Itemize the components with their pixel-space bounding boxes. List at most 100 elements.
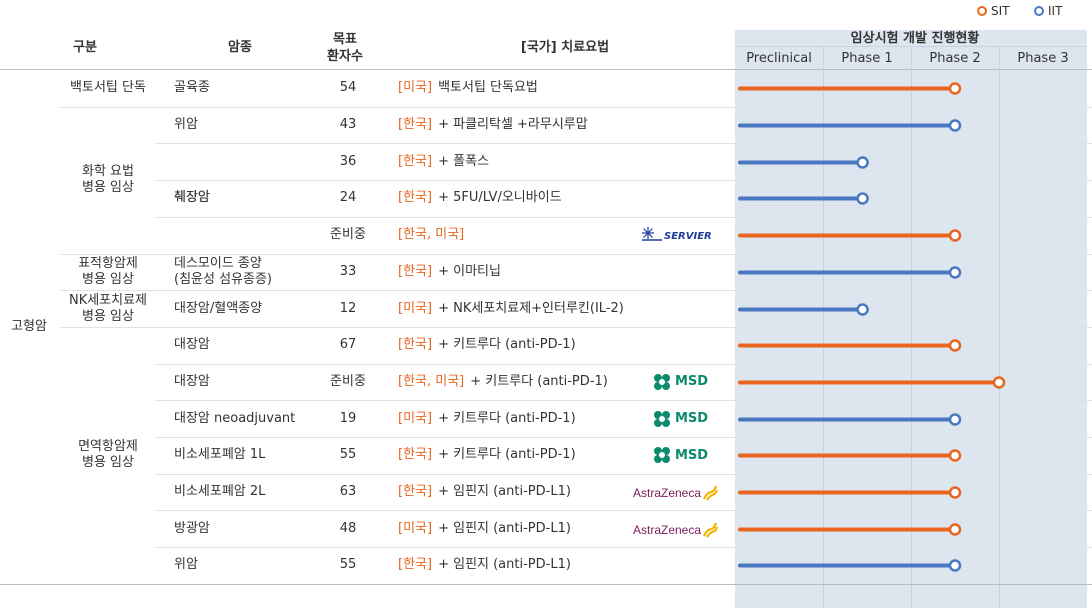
legend-sit: SIT (977, 4, 1010, 18)
group-level2-label: 병용 임상 (82, 308, 134, 324)
therapy-label: + 5FU/LV/오니바이드 (438, 190, 562, 206)
group-level2-label: 병용 임상 (82, 180, 134, 196)
therapy-label: + 폴폭스 (438, 153, 489, 169)
msd-logo-text: MSD (675, 411, 709, 427)
legend-iit-label: IIT (1048, 4, 1063, 18)
patient-count: 67 (339, 337, 357, 353)
row-divider (155, 474, 1092, 475)
row-divider (155, 437, 1092, 438)
progress-marker-4 (856, 192, 869, 205)
header-cancer: 암종 (228, 40, 252, 55)
header-target-line2: 환자수 (327, 49, 363, 64)
row-divider (155, 217, 1092, 218)
progress-marker-7 (856, 303, 869, 316)
group-level1-label: 고형암 (11, 318, 47, 334)
progress-marker-11 (948, 449, 962, 462)
therapy-cell: [한국] + 키트루다 (anti-PD-1) (398, 447, 576, 462)
therapy-cell: [한국] + 키트루다 (anti-PD-1) (398, 337, 576, 352)
progress-marker-3 (856, 156, 869, 169)
patient-count: 36 (339, 153, 357, 169)
group-level2-label: 화학 요법 (82, 164, 134, 180)
row-divider (155, 400, 1092, 401)
country-label: [한국] (398, 190, 433, 206)
therapy-cell: [한국] + 임핀지 (anti-PD-L1) (398, 484, 571, 499)
therapy-cell: [미국] 백토서팁 단독요법 (398, 80, 538, 95)
msd-logo-icon (654, 410, 670, 427)
group-level2-label: 표적항암제 (78, 255, 138, 271)
iit-legend-icon (1034, 6, 1044, 16)
patient-count: 19 (339, 410, 357, 426)
patient-count: 12 (339, 300, 357, 316)
cancer-label: 위암 (174, 117, 198, 133)
cancer-label: 대장암 neoadjuvant (174, 410, 296, 426)
therapy-label: + 키트루다 (anti-PD-1) (438, 410, 576, 426)
country-label: [한국, 미국] (398, 373, 465, 389)
patient-count: 24 (339, 190, 357, 206)
cancer-label: 췌장암 (174, 190, 210, 206)
legend-iit: IIT (1034, 4, 1062, 18)
cancer-label: 위암 (174, 557, 198, 573)
header-divider (0, 69, 1092, 70)
therapy-label: + 임핀지 (anti-PD-L1) (438, 484, 571, 500)
progress-marker-10 (948, 413, 962, 426)
msd-logo: MSD (652, 410, 708, 428)
group-level2-label: 백토서팁 단독 (70, 80, 146, 96)
therapy-cell: [미국] + 임핀지 (anti-PD-L1) (398, 521, 571, 536)
cancer-label: (침윤성 섬유종증) (174, 271, 272, 287)
astrazeneca-logo-text: AstraZeneca (633, 522, 702, 537)
progress-marker-14 (948, 559, 962, 572)
therapy-label: + 키트루다 (anti-PD-1) (438, 447, 576, 463)
header-therapy: [국가] 치료요법 (520, 40, 610, 55)
phase-header-1: Preclinical (746, 51, 812, 66)
legend-sit-label: SIT (991, 4, 1010, 18)
group-divider (60, 254, 155, 255)
patient-count: 43 (339, 117, 357, 133)
progress-marker-1 (948, 82, 962, 95)
patient-count: 준비중 (330, 227, 366, 243)
header-category: 구분 (73, 40, 97, 55)
servier-logo: SERVIER (640, 225, 712, 242)
country-label: [한국] (398, 337, 433, 353)
progress-marker-2 (948, 119, 962, 132)
astrazeneca-logo: AstraZeneca (633, 484, 719, 502)
group-divider (60, 107, 155, 108)
patient-count: 63 (339, 484, 357, 500)
country-label: [한국] (398, 484, 433, 500)
therapy-label: + 이마티닙 (438, 263, 501, 279)
row-divider (155, 327, 1092, 328)
group-level2-label: 면역항암제 (78, 439, 138, 455)
patient-count: 준비중 (330, 373, 366, 389)
progress-marker-6 (948, 266, 962, 279)
msd-logo: MSD (652, 446, 708, 464)
servier-star-icon (642, 226, 662, 241)
cancer-label: 방광암 (174, 520, 210, 536)
sit-legend-icon (977, 6, 987, 16)
group-divider (60, 327, 155, 328)
therapy-label: + 임핀지 (anti-PD-L1) (438, 557, 571, 573)
progress-marker-13 (948, 523, 962, 536)
row-divider (155, 180, 1092, 181)
patient-count: 48 (339, 520, 357, 536)
therapy-cell: [한국] + 이마티닙 (398, 264, 501, 279)
country-label: [한국, 미국] (398, 227, 465, 243)
cancer-label: 대장암 (174, 373, 210, 389)
group-level2-label: NK세포치료제 (68, 292, 148, 308)
phase-header-4: Phase 3 (1017, 51, 1069, 66)
country-label: [한국] (398, 447, 433, 463)
patient-count: 54 (339, 80, 357, 96)
row-divider (155, 107, 1092, 108)
therapy-cell: [한국, 미국] (398, 227, 464, 242)
astrazeneca-logo: AstraZeneca (633, 521, 719, 539)
row-divider (155, 364, 1092, 365)
row-divider (155, 547, 1092, 548)
cancer-label: 비소세포폐암 1L (174, 447, 266, 463)
progress-marker-9 (992, 376, 1006, 389)
phase-header-line (735, 46, 1087, 47)
cancer-label: 대장암 (174, 337, 210, 353)
therapy-cell: [미국] + 키트루다 (anti-PD-1) (398, 411, 576, 426)
servier-logo-text: SERVIER (664, 231, 712, 243)
row-divider (155, 143, 1092, 144)
therapy-cell: [한국, 미국] + 키트루다 (anti-PD-1) (398, 374, 608, 389)
